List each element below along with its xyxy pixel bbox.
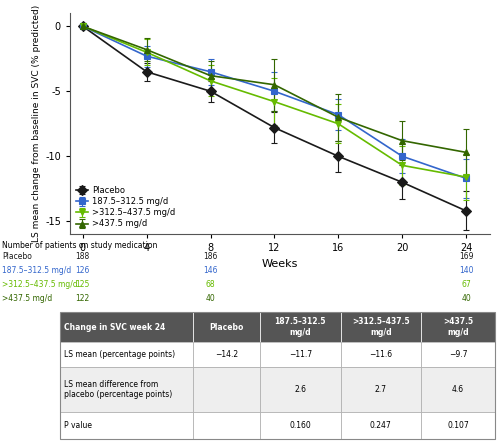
Text: 188: 188 xyxy=(76,252,90,261)
Text: 122: 122 xyxy=(76,294,90,303)
Text: −11.7: −11.7 xyxy=(289,350,312,359)
Bar xyxy=(421,412,495,439)
Bar xyxy=(60,312,192,342)
Bar xyxy=(340,312,421,342)
Text: 125: 125 xyxy=(76,280,90,289)
Bar xyxy=(340,367,421,412)
Text: 40: 40 xyxy=(206,294,216,303)
Text: LS mean (percentage points): LS mean (percentage points) xyxy=(64,350,175,359)
Text: 2.6: 2.6 xyxy=(294,385,306,394)
Text: >312.5–437.5
mg/d: >312.5–437.5 mg/d xyxy=(352,317,410,337)
Text: Placebo: Placebo xyxy=(2,252,32,261)
Text: Change in SVC week 24: Change in SVC week 24 xyxy=(64,323,165,332)
Text: P value: P value xyxy=(64,421,92,430)
Bar xyxy=(260,312,340,342)
Y-axis label: LS mean change from baseline in SVC (% predicted): LS mean change from baseline in SVC (% p… xyxy=(32,5,41,242)
Bar xyxy=(60,367,192,412)
Text: 187.5–312.5 mg/d: 187.5–312.5 mg/d xyxy=(2,266,72,275)
Bar xyxy=(260,412,340,439)
Bar xyxy=(421,312,495,342)
Bar xyxy=(192,412,260,439)
Bar xyxy=(421,367,495,412)
Text: −14.2: −14.2 xyxy=(215,350,238,359)
Text: 126: 126 xyxy=(76,266,90,275)
Text: 146: 146 xyxy=(204,266,218,275)
Bar xyxy=(60,312,495,439)
Text: >437.5 mg/d: >437.5 mg/d xyxy=(2,294,53,303)
Text: 68: 68 xyxy=(206,280,216,289)
Bar xyxy=(340,342,421,367)
Bar xyxy=(340,412,421,439)
Text: LS mean difference from
placebo (percentage points): LS mean difference from placebo (percent… xyxy=(64,380,172,400)
X-axis label: Weeks: Weeks xyxy=(262,259,298,269)
Text: 4.6: 4.6 xyxy=(452,385,464,394)
Text: 0.107: 0.107 xyxy=(447,421,469,430)
Text: 186: 186 xyxy=(204,252,218,261)
Text: 187.5–312.5
mg/d: 187.5–312.5 mg/d xyxy=(274,317,326,337)
Text: 40: 40 xyxy=(461,294,471,303)
Text: Number of patients on study medication: Number of patients on study medication xyxy=(2,241,158,250)
Text: 0.160: 0.160 xyxy=(290,421,311,430)
Text: 67: 67 xyxy=(461,280,471,289)
Text: −11.6: −11.6 xyxy=(369,350,392,359)
Bar xyxy=(192,342,260,367)
Bar xyxy=(192,312,260,342)
Bar xyxy=(421,342,495,367)
Bar xyxy=(260,367,340,412)
Text: >312.5–437.5 mg/d: >312.5–437.5 mg/d xyxy=(2,280,78,289)
Bar xyxy=(260,342,340,367)
Text: 0.247: 0.247 xyxy=(370,421,392,430)
Text: Placebo: Placebo xyxy=(209,323,244,332)
Bar xyxy=(60,412,192,439)
Text: >437.5
mg/d: >437.5 mg/d xyxy=(443,317,473,337)
Legend: Placebo, 187.5–312.5 mg/d, >312.5–437.5 mg/d, >437.5 mg/d: Placebo, 187.5–312.5 mg/d, >312.5–437.5 … xyxy=(72,183,178,232)
Bar xyxy=(60,342,192,367)
Bar xyxy=(192,367,260,412)
Text: 2.7: 2.7 xyxy=(375,385,387,394)
Text: 140: 140 xyxy=(459,266,473,275)
Text: −9.7: −9.7 xyxy=(449,350,468,359)
Text: 169: 169 xyxy=(459,252,473,261)
